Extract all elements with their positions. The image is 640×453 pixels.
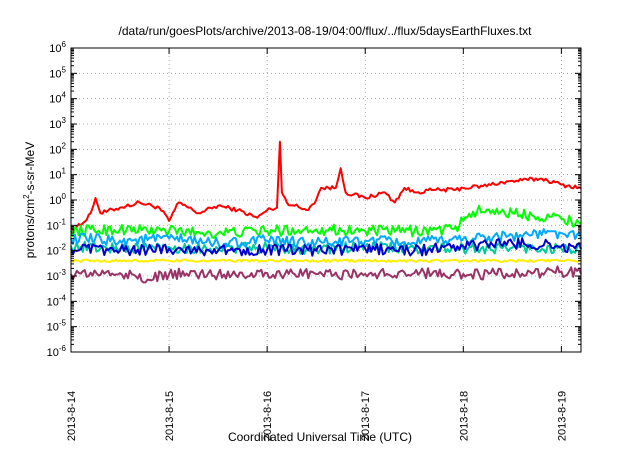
y-axis-label-suffix: -s-sr-MeV <box>23 142 37 195</box>
y-axis-label-prefix: protons/cm <box>23 199 37 258</box>
x-tick-label: 2013-8-18 <box>458 391 470 441</box>
y-tick-label: 104 <box>49 91 66 106</box>
series-line <box>70 265 582 284</box>
x-tick-label: 2013-8-16 <box>262 391 274 441</box>
y-tick-label: 100 <box>49 192 66 207</box>
grid <box>71 48 581 352</box>
series-line <box>70 237 582 257</box>
y-tick-label: 10-6 <box>47 344 67 359</box>
series-line <box>70 140 582 231</box>
y-tick-label: 10-4 <box>47 293 67 308</box>
series-line <box>70 204 582 239</box>
y-tick-label: 10-2 <box>47 243 67 258</box>
y-axis-label: protons/cm2-s-sr-MeV <box>22 142 37 258</box>
y-tick-label: 10-5 <box>47 319 67 334</box>
y-tick-label: 10-1 <box>47 217 67 232</box>
y-tick-label: 105 <box>49 65 66 80</box>
x-tick-label: 2013-8-14 <box>66 391 78 441</box>
y-tick-label: 10-3 <box>47 268 67 283</box>
y-tick-label: 103 <box>49 116 66 131</box>
y-axis-label-superscript: 2 <box>22 194 31 199</box>
x-tick-label: 2013-8-17 <box>360 391 372 441</box>
chart-title: /data/run/goesPlots/archive/2013-08-19/0… <box>119 24 533 38</box>
y-tick-label: 106 <box>49 40 66 55</box>
series-group <box>70 140 582 284</box>
y-tick-label: 102 <box>49 141 66 156</box>
x-tick-label: 2013-8-19 <box>556 391 568 441</box>
x-axis-label: Coordinated Universal Time (UTC) <box>228 430 412 444</box>
axis-ticks: 10-6 10-5 10-4 10-3 10-2 10-1 100 101 102 103 104 1… <box>47 40 581 441</box>
y-tick-label: 101 <box>49 167 66 182</box>
series-line <box>70 228 582 249</box>
x-tick-label: 2013-8-15 <box>164 391 176 441</box>
series-line <box>70 258 582 263</box>
